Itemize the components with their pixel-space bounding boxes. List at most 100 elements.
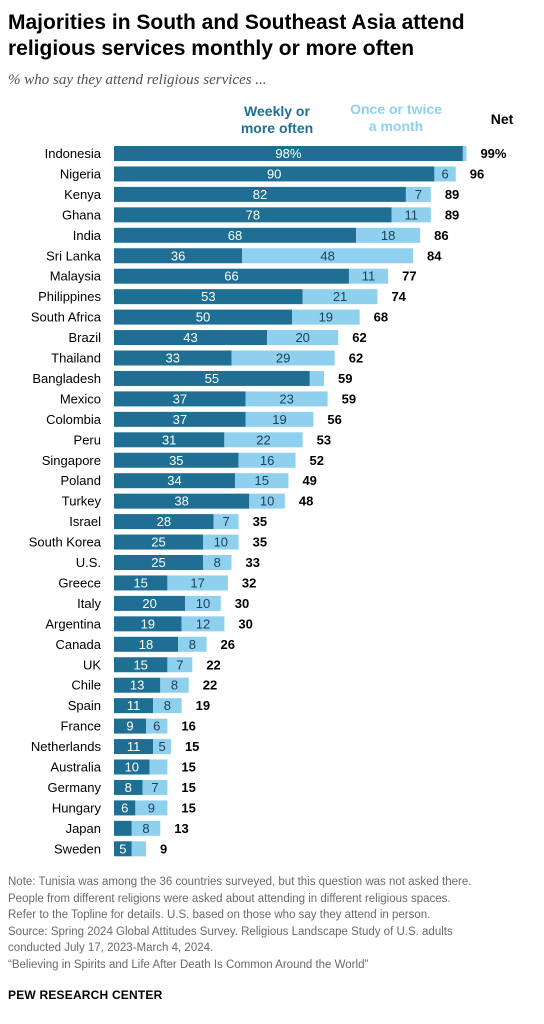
data-label-net: 56 [327, 412, 341, 427]
bar-weekly [114, 391, 246, 407]
bar-weekly [114, 207, 392, 223]
data-label-monthly: 19 [319, 310, 333, 325]
data-label-weekly: 98% [275, 146, 301, 161]
data-label-weekly: 38 [174, 494, 188, 509]
data-label-net: 22 [203, 678, 217, 693]
data-label-net: 68 [374, 310, 388, 325]
bar-weekly [114, 800, 136, 816]
category-label: Argentina [45, 616, 101, 631]
bar-monthly [167, 657, 193, 673]
data-label-net: 77 [402, 269, 416, 284]
category-label: Canada [55, 637, 101, 652]
bar-monthly [245, 391, 328, 407]
category-label: Philippines [38, 289, 101, 304]
category-label: India [73, 228, 102, 243]
data-label-weekly: 9 [126, 719, 133, 734]
footer-brand: PEW RESEARCH CENTER [8, 988, 163, 1002]
bar-weekly [114, 636, 179, 652]
data-label-net: 35 [253, 514, 267, 529]
bar-weekly [114, 186, 406, 202]
data-label-monthly: 10 [196, 596, 210, 611]
data-label-weekly: 18 [139, 637, 153, 652]
data-label-monthly: 29 [276, 351, 290, 366]
category-label: Mexico [60, 391, 101, 406]
bar-monthly [434, 166, 456, 182]
data-label-net: 33 [245, 555, 259, 570]
data-label-net: 26 [221, 637, 235, 652]
category-label: Ghana [62, 207, 102, 222]
bar-monthly [153, 698, 182, 714]
data-label-monthly: 6 [441, 166, 448, 181]
data-label-monthly: 21 [333, 289, 347, 304]
data-label-weekly: 5 [119, 841, 126, 856]
bar-monthly [178, 636, 207, 652]
bar-monthly [292, 309, 360, 325]
data-label-monthly: 12 [196, 616, 210, 631]
category-label: Nigeria [60, 166, 102, 181]
data-label-net: 86 [434, 228, 448, 243]
data-label-weekly: 37 [173, 391, 187, 406]
data-label-weekly: 11 [127, 698, 141, 713]
data-label-net: 9 [160, 841, 167, 856]
category-label: Netherlands [31, 739, 102, 754]
category-label: Bangladesh [32, 371, 101, 386]
category-label: Peru [74, 432, 101, 447]
bar-monthly [131, 820, 161, 836]
data-label-weekly: 20 [142, 596, 156, 611]
category-label: Indonesia [45, 146, 102, 161]
data-label-monthly: 16 [260, 453, 274, 468]
bar-weekly [114, 411, 246, 427]
data-label-monthly: 8 [171, 678, 178, 693]
data-label-monthly: 7 [415, 187, 422, 202]
category-label: Brazil [68, 330, 101, 345]
bar-weekly [114, 432, 225, 448]
legend-monthly: Once or twice a month [340, 101, 452, 135]
data-label-net: 15 [181, 800, 195, 815]
data-label-net: 62 [352, 330, 366, 345]
bar-monthly [149, 759, 168, 775]
source-line: Source: Spring 2024 Global Attitudes Sur… [8, 925, 453, 938]
category-label: Spain [68, 698, 101, 713]
category-label: Thailand [51, 351, 101, 366]
category-label: Hungary [52, 800, 102, 815]
data-label-monthly: 22 [256, 432, 270, 447]
category-label: Greece [58, 575, 101, 590]
legend-weekly-line-2: more often [240, 120, 314, 136]
data-label-net: 48 [299, 494, 313, 509]
data-label-weekly: 15 [133, 575, 147, 590]
data-label-weekly: 31 [162, 432, 176, 447]
data-label-weekly: 53 [201, 289, 215, 304]
data-label-net: 35 [253, 535, 267, 550]
bar-weekly [114, 616, 182, 632]
data-label-net: 99% [480, 146, 506, 161]
data-label-net: 59 [342, 391, 356, 406]
data-label-net: 96 [470, 166, 484, 181]
data-label-monthly: 8 [142, 821, 149, 836]
bar-weekly [114, 330, 268, 346]
bar-weekly [114, 575, 168, 591]
category-label: Kenya [64, 187, 102, 202]
data-label-weekly: 90 [267, 166, 281, 181]
bar-monthly [135, 800, 168, 816]
bar-weekly [114, 820, 132, 836]
bar-monthly [405, 186, 431, 202]
data-label-net: 84 [427, 248, 442, 263]
data-label-weekly: 13 [130, 678, 144, 693]
report-title-line: “Believing in Spirits and Life After Dea… [8, 958, 369, 971]
data-label-monthly: 8 [189, 637, 196, 652]
bar-monthly [203, 534, 239, 550]
data-label-monthly: 17 [190, 575, 204, 590]
data-label-weekly: 50 [196, 310, 210, 325]
legend-monthly-line-1: Once or twice [350, 101, 442, 117]
category-label: Australia [50, 760, 101, 775]
bar-monthly [185, 595, 221, 611]
bar-weekly [114, 555, 203, 570]
category-label: Sweden [54, 841, 101, 856]
data-label-net: 62 [349, 351, 363, 366]
bar-monthly [238, 452, 296, 468]
data-label-net: 15 [185, 739, 199, 754]
category-label: France [61, 719, 101, 734]
data-label-monthly: 20 [295, 330, 309, 345]
data-label-net: 15 [181, 760, 195, 775]
bar-monthly [160, 677, 189, 693]
